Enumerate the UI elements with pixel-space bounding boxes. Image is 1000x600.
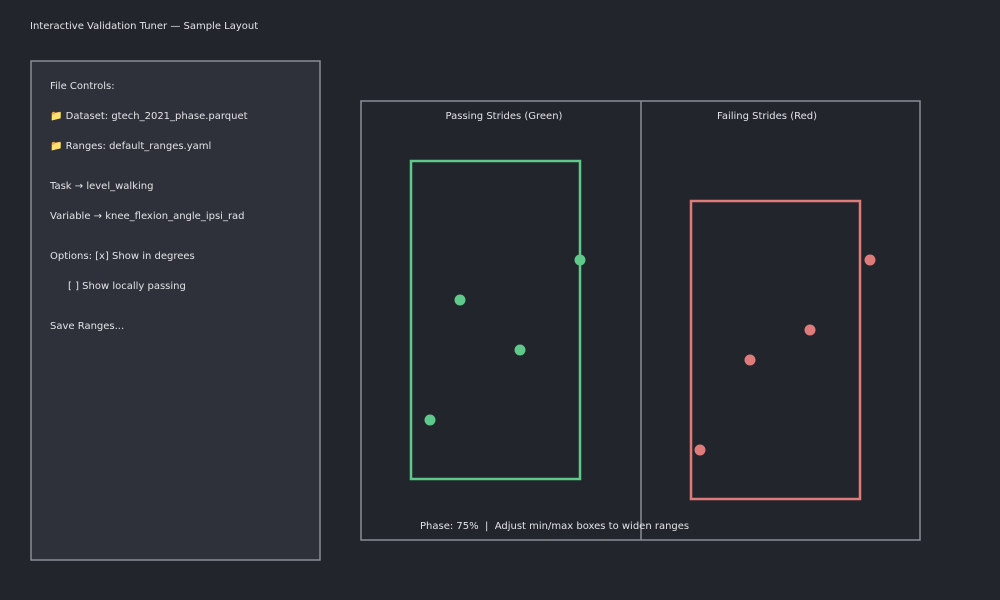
fail-point <box>744 354 756 366</box>
pass-point <box>454 294 466 306</box>
status-text: Phase: 75% | Adjust min/max boxes to wid… <box>420 521 689 532</box>
panel-title: Passing Strides (Green) <box>446 111 563 122</box>
panel-title: Failing Strides (Red) <box>717 111 817 122</box>
window-title: Interactive Validation Tuner — Sample La… <box>30 21 258 32</box>
pass-point <box>514 344 526 356</box>
task-selector[interactable]: Task → level_walking <box>49 181 153 192</box>
fail-point <box>804 324 816 336</box>
pass-point <box>424 414 436 426</box>
save-button[interactable]: Save Ranges... <box>50 321 124 332</box>
ranges-button[interactable]: 📁 Ranges: default_ranges.yaml <box>50 141 211 152</box>
pass-point <box>574 254 586 266</box>
dataset-button[interactable]: 📁 Dataset: gtech_2021_phase.parquet <box>50 111 248 122</box>
fail-point <box>694 444 706 456</box>
fail-point <box>864 254 876 266</box>
fail-range-box[interactable] <box>689 199 862 501</box>
variable-selector[interactable]: Variable → knee_flexion_angle_ipsi_rad <box>50 211 245 222</box>
pass-range-box[interactable] <box>409 159 582 481</box>
local-checkbox[interactable]: [ ] Show locally passing <box>68 281 186 292</box>
sidebar-heading: File Controls: <box>50 81 115 92</box>
degrees-checkbox[interactable]: Options: [x] Show in degrees <box>50 251 195 262</box>
sidebar-panel <box>30 60 321 561</box>
